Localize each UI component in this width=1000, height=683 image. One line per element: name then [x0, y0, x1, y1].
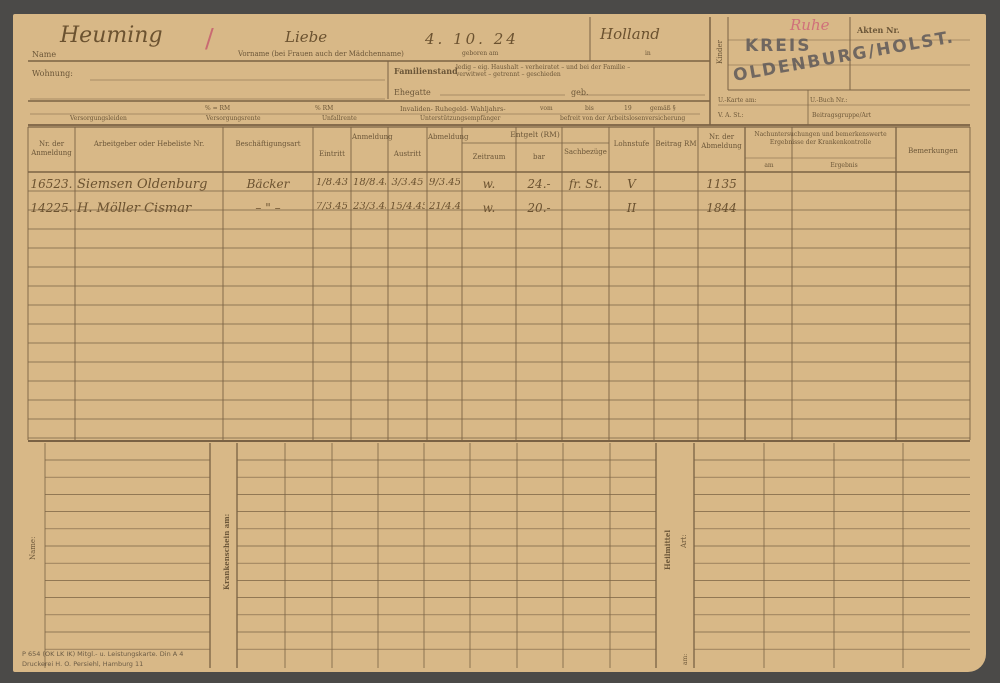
cell-austritt: 15/4.45 — [390, 202, 425, 212]
column-header: Eintritt — [319, 150, 345, 158]
column-header: Beschäftigungsart — [235, 140, 301, 148]
name-label: Name — [32, 50, 57, 59]
column-header: Austritt — [393, 150, 422, 158]
kinder-label: Kinder — [716, 40, 724, 64]
cell-nr_ab: 1844 — [706, 202, 737, 214]
cell-arbeitgeber: H. Möller Cismar — [77, 202, 192, 215]
cell-sach: fr. St. — [568, 178, 603, 190]
cell-bar: 24.- — [527, 178, 551, 190]
percent-field-1: % = RM — [205, 105, 231, 112]
nachunters-am: am — [764, 162, 774, 169]
column-header: Beitrag RM — [655, 140, 697, 148]
jahr-label: 19 — [624, 105, 632, 112]
invaliden-label: Invaliden- Ruhegeld- Wahljahrs- — [400, 105, 506, 113]
cell-eintritt: 1/8.43 — [316, 178, 348, 188]
familienstand-label: Familienstand — [394, 66, 458, 76]
cell-art: Bäcker — [246, 178, 290, 190]
column-header: Arbeitgeber oder Hebeliste Nr. — [93, 140, 205, 148]
column-header: Bemerkungen — [908, 147, 958, 155]
heilmittel-label: Heilmittel — [663, 529, 672, 570]
ukarte-label: U.-Karte am: — [718, 97, 757, 104]
krankenschein-label: Krankenschein am: — [222, 513, 231, 590]
ehegatte-label: Ehegatte — [394, 88, 431, 97]
cell-nr: 16523. — [30, 178, 73, 190]
nachunters-ergebnis: Ergebnis — [830, 162, 858, 169]
cell-anmeldung: 23/3.45 — [353, 202, 386, 212]
red-slash-mark: / — [205, 24, 214, 54]
familienstand-options-1: ledig – eig. Haushalt – verheiratet – un… — [456, 64, 631, 71]
handwritten-name: Heuming — [60, 23, 163, 48]
cell-art: – " – — [255, 202, 281, 214]
column-header: Anmeldung — [352, 133, 393, 141]
beitragsgruppe-label: Beitragsgruppe/Art — [812, 112, 872, 119]
handwritten-birthplace: Holland — [600, 25, 660, 43]
stamp-kreis: KREIS — [745, 36, 812, 56]
vast-label: V. A. St.: — [718, 112, 744, 119]
am-label: am: — [682, 653, 689, 665]
handwritten-vorname: Liebe — [285, 28, 328, 46]
geb-label: geb. — [571, 88, 589, 97]
versorgungsleiden-label: Versorgungsleiden — [70, 115, 127, 122]
befreit-label: befreit von der Arbeitslosenversicherung — [560, 115, 686, 122]
column-header: Sachbezüge — [564, 148, 607, 156]
gemaess-label: gemäß § — [650, 105, 676, 112]
art-label: Art: — [680, 534, 688, 548]
handwritten-birthdate: 4. 10. 24 — [425, 30, 519, 48]
geboren-label: geboren am — [462, 50, 499, 57]
cell-nr: 14225. — [30, 202, 73, 214]
wohnung-label: Wohnung: — [32, 69, 73, 78]
cell-anmeldung: 18/8.43 — [353, 178, 386, 188]
in-label: in — [645, 50, 651, 57]
footer-form-number: P 654 (OK LK IK) Mitgl.- u. Leistungskar… — [22, 650, 184, 658]
cell-austritt: 3/3.45 — [391, 178, 424, 188]
bis-label: bis — [585, 105, 594, 112]
cell-lohnstufe: II — [626, 202, 637, 214]
cell-zeitraum: w. — [482, 202, 496, 214]
cell-lohnstufe: V — [627, 178, 636, 190]
cell-nr_ab: 1135 — [706, 178, 737, 190]
column-header: Lohnstufe — [613, 140, 650, 148]
percent-field-2: % RM — [315, 105, 334, 112]
vom-label: vom — [540, 105, 553, 112]
column-header: Abmeldung — [428, 133, 469, 141]
entgelt-header: Entgelt (RM) — [510, 130, 560, 139]
red-pencil-mark: Ruhe — [790, 16, 830, 34]
ubuch-label: U.-Buch Nr.: — [810, 97, 848, 104]
unfallrente-label: Unfallrente — [322, 115, 357, 122]
unterstuetzung-label: Unterstützungsempfänger — [420, 115, 501, 122]
cell-eintritt: 7/3.45 — [316, 202, 348, 212]
versorgungsrente-label: Versorgungsrente — [206, 115, 261, 122]
cell-abmeldung: 21/4.45 — [429, 202, 460, 212]
lower-name-label: Name: — [29, 536, 37, 560]
cell-zeitraum: w. — [482, 178, 496, 190]
akten-label: Akten Nr. — [857, 25, 900, 35]
column-header: Nr. der Abmeldung — [701, 133, 742, 151]
vorname-label: Vorname (bei Frauen auch der Mädchenname… — [238, 50, 404, 58]
column-header: Nr. der Anmeldung — [31, 140, 72, 158]
column-header: Nachuntersuchungen und bemerkenswerte Er… — [754, 131, 887, 147]
column-header: bar — [532, 153, 545, 161]
cell-bar: 20.- — [527, 202, 551, 214]
cell-abmeldung: 9/3.45 — [429, 178, 460, 188]
cell-arbeitgeber: Siemsen Oldenburg — [77, 178, 208, 191]
familienstand-options-2: verwitwet – getrennt – geschieden — [456, 71, 561, 78]
footer-printer: Druckerei H. O. Persiehl, Hamburg 11 — [22, 660, 144, 668]
column-header: Zeitraum — [472, 153, 506, 161]
